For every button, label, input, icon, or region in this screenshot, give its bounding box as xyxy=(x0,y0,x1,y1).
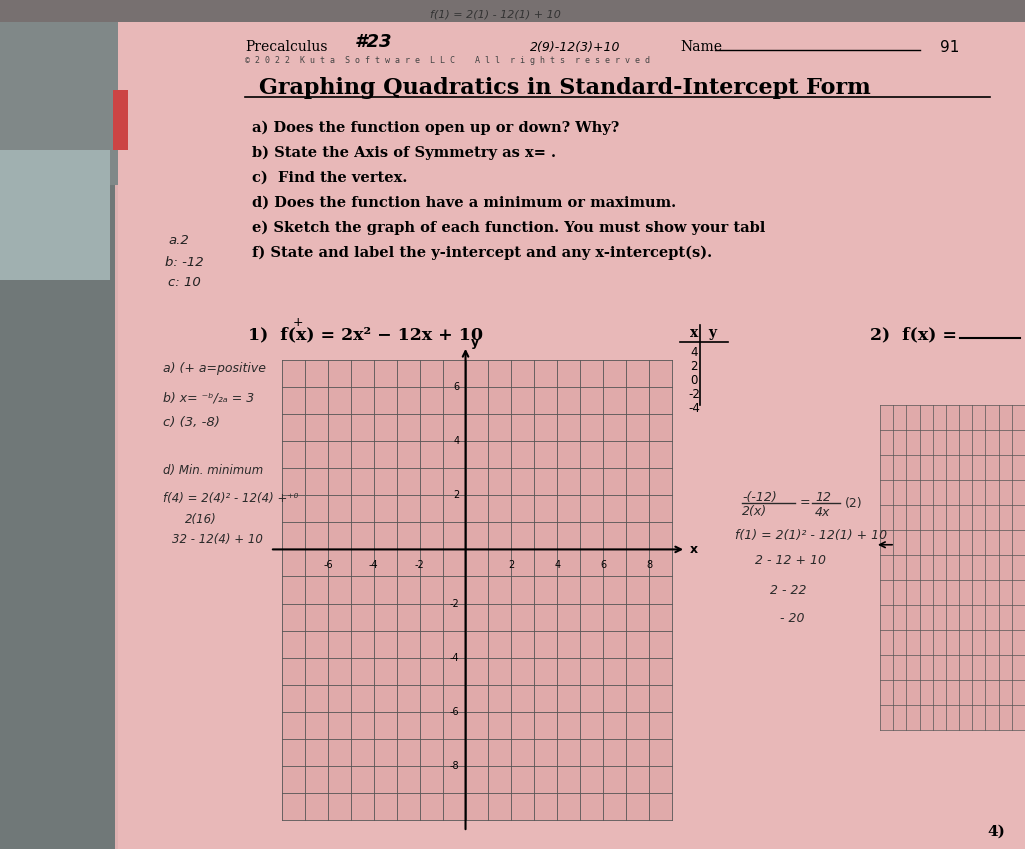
Text: 4: 4 xyxy=(555,560,561,571)
Bar xyxy=(0,150,110,280)
Text: -6: -6 xyxy=(450,706,459,717)
Text: d) Does the function have a minimum or maximum.: d) Does the function have a minimum or m… xyxy=(252,196,676,210)
Text: - 20: - 20 xyxy=(780,611,805,625)
Text: c)  Find the vertex.: c) Find the vertex. xyxy=(252,171,407,185)
Text: b) State the Axis of Symmetry as x= .: b) State the Axis of Symmetry as x= . xyxy=(252,146,556,160)
Text: =: = xyxy=(800,497,811,509)
Text: d) Min. minimum: d) Min. minimum xyxy=(163,464,263,476)
Bar xyxy=(113,90,128,150)
Text: 6: 6 xyxy=(453,382,459,392)
Text: 4x: 4x xyxy=(815,505,830,519)
Text: x: x xyxy=(690,326,698,340)
Text: c) (3, -8): c) (3, -8) xyxy=(163,415,220,429)
Text: 4): 4) xyxy=(987,825,1004,839)
Text: 4: 4 xyxy=(453,436,459,447)
Text: -2: -2 xyxy=(688,387,700,401)
Bar xyxy=(0,0,115,849)
Text: 2(9)-12(3)+10: 2(9)-12(3)+10 xyxy=(530,41,620,53)
Text: 2)  f(x) =: 2) f(x) = xyxy=(870,327,957,344)
Text: Graphing Quadratics in Standard-Intercept Form: Graphing Quadratics in Standard-Intercep… xyxy=(259,77,871,99)
Text: f) State and label the y-intercept and any x-intercept(s).: f) State and label the y-intercept and a… xyxy=(252,246,712,260)
Bar xyxy=(0,0,1025,22)
Bar xyxy=(880,405,1025,730)
Text: a) (+ a=positive: a) (+ a=positive xyxy=(163,362,266,374)
Text: b: -12: b: -12 xyxy=(165,256,204,268)
Text: f(1) = 2(1)² - 12(1) + 10: f(1) = 2(1)² - 12(1) + 10 xyxy=(735,528,887,542)
Text: a) Does the function open up or down? Why?: a) Does the function open up or down? Wh… xyxy=(252,121,619,135)
Text: 2: 2 xyxy=(453,490,459,500)
Text: Name: Name xyxy=(680,40,722,54)
Text: Precalculus: Precalculus xyxy=(245,40,328,54)
Text: 4: 4 xyxy=(690,346,698,358)
Text: y: y xyxy=(708,326,716,340)
Text: 2: 2 xyxy=(508,560,515,571)
Text: -4: -4 xyxy=(450,653,459,663)
Bar xyxy=(0,0,220,185)
Text: 2 - 22: 2 - 22 xyxy=(770,583,807,597)
Text: 1)  f(x) = 2x² − 12x + 10: 1) f(x) = 2x² − 12x + 10 xyxy=(248,327,483,344)
Text: 2(16): 2(16) xyxy=(184,514,216,526)
Text: -2: -2 xyxy=(450,599,459,609)
Text: x: x xyxy=(690,543,698,556)
Text: f(1) = 2(1) - 12(1) + 10: f(1) = 2(1) - 12(1) + 10 xyxy=(430,9,561,19)
Text: e) Sketch the graph of each function. You must show your tabl: e) Sketch the graph of each function. Yo… xyxy=(252,221,766,235)
Text: (2): (2) xyxy=(845,497,863,509)
Text: y: y xyxy=(470,335,479,348)
Text: b) x= ⁻ᵇ/₂ₐ = 3: b) x= ⁻ᵇ/₂ₐ = 3 xyxy=(163,391,254,404)
Text: 32 - 12(4) + 10: 32 - 12(4) + 10 xyxy=(172,533,262,547)
Text: 2 - 12 + 10: 2 - 12 + 10 xyxy=(755,554,826,566)
Text: -(-12): -(-12) xyxy=(742,491,777,503)
Text: 91: 91 xyxy=(940,40,959,54)
Text: -4: -4 xyxy=(369,560,378,571)
Text: -2: -2 xyxy=(415,560,424,571)
Text: -4: -4 xyxy=(688,402,700,414)
Text: -6: -6 xyxy=(323,560,333,571)
Text: 6: 6 xyxy=(600,560,606,571)
Text: -8: -8 xyxy=(450,761,459,771)
Bar xyxy=(282,360,672,820)
Text: a.2: a.2 xyxy=(168,233,189,246)
Text: 2(x): 2(x) xyxy=(742,505,767,519)
Text: +: + xyxy=(293,316,303,329)
Text: f(4) = 2(4)² - 12(4) +⁺⁰: f(4) = 2(4)² - 12(4) +⁺⁰ xyxy=(163,492,298,504)
Text: 2: 2 xyxy=(690,359,698,373)
Text: © 2 0 2 2  K u t a  S o f t w a r e  L L C    A l l  r i g h t s  r e s e r v e : © 2 0 2 2 K u t a S o f t w a r e L L C … xyxy=(245,55,650,65)
Text: 0: 0 xyxy=(690,374,698,386)
Text: 8: 8 xyxy=(646,560,652,571)
Text: c: 10: c: 10 xyxy=(168,277,201,290)
Bar xyxy=(118,0,1025,849)
Text: #23: #23 xyxy=(355,33,393,51)
Text: 12: 12 xyxy=(815,491,831,503)
